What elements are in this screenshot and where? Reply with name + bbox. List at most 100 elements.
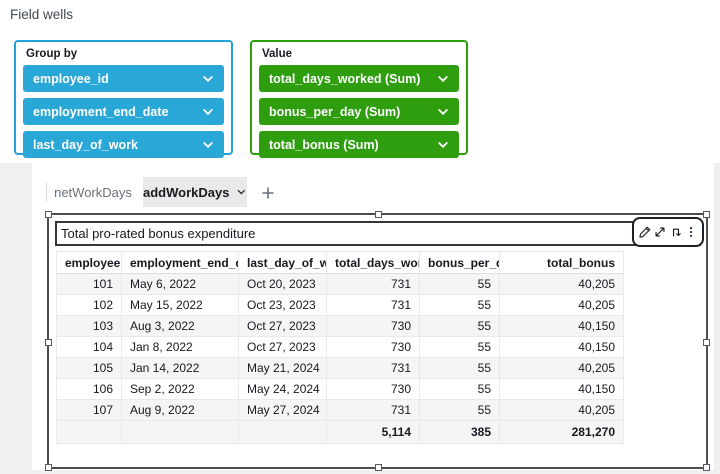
- group-by-field-well: Group by employee_id employment_end_date…: [14, 40, 233, 158]
- field-pill-last-day-of-work[interactable]: last_day_of_work: [23, 131, 224, 158]
- total-cell: [238, 420, 327, 444]
- cell: 55: [419, 273, 500, 295]
- chevron-down-icon: [438, 141, 448, 148]
- cell: 103: [56, 315, 122, 337]
- total-cell: [56, 420, 122, 444]
- selection-handle[interactable]: [45, 211, 52, 218]
- swap-button[interactable]: [668, 223, 683, 241]
- table-row: 106 Sep 2, 2022 May 24, 2024 730 55 40,1…: [56, 378, 624, 400]
- cell: 55: [419, 399, 500, 421]
- cell: 102: [56, 294, 122, 316]
- chevron-down-icon: [203, 75, 213, 82]
- cell: 104: [56, 336, 122, 358]
- tab-label: addWorkDays: [143, 184, 230, 200]
- cell: Aug 9, 2022: [121, 399, 239, 421]
- column-header[interactable]: employment_end_date: [121, 251, 239, 274]
- field-pill-label: last_day_of_work: [33, 137, 138, 152]
- cell: 55: [419, 294, 500, 316]
- visual-title-text: Total pro-rated bonus expenditure: [61, 226, 256, 241]
- selection-handle[interactable]: [703, 211, 710, 218]
- field-pill-employee-id[interactable]: employee_id: [23, 65, 224, 92]
- table-visual[interactable]: Total pro-rated bonus expenditure: [45, 211, 710, 471]
- cell: Oct 27, 2023: [238, 336, 327, 358]
- cell: 55: [419, 315, 500, 337]
- sheet-tab-bar: netWorkDays addWorkDays: [32, 177, 714, 207]
- table-row: 103 Aug 3, 2022 Oct 27, 2023 730 55 40,1…: [56, 315, 624, 337]
- selection-handle[interactable]: [375, 211, 382, 218]
- cell: Jan 14, 2022: [121, 357, 239, 379]
- cell: 40,205: [499, 294, 624, 316]
- field-wells-header: Field wells: [10, 7, 74, 22]
- field-pill-total-days-worked[interactable]: total_days_worked (Sum): [259, 65, 459, 92]
- sheet-tab-addworkdays[interactable]: addWorkDays: [143, 177, 247, 207]
- field-pill-employment-end-date[interactable]: employment_end_date: [23, 98, 224, 125]
- tab-separator: [46, 183, 47, 201]
- cell: 730: [326, 315, 420, 337]
- chevron-down-icon: [438, 108, 448, 115]
- tab-label: netWorkDays: [54, 184, 132, 200]
- column-header[interactable]: total_bonus: [499, 251, 624, 274]
- column-header[interactable]: bonus_per_day: [419, 251, 500, 274]
- cell: 55: [419, 336, 500, 358]
- cell: 101: [56, 273, 122, 295]
- column-header[interactable]: employee..: [56, 251, 122, 274]
- maximize-icon: [655, 227, 665, 237]
- cell: 731: [326, 294, 420, 316]
- cell: Aug 3, 2022: [121, 315, 239, 337]
- table-row: 105 Jan 14, 2022 May 21, 2024 731 55 40,…: [56, 357, 624, 379]
- field-pill-label: total_days_worked (Sum): [269, 71, 421, 86]
- table-totals-row: 5,114 385 281,270: [56, 420, 624, 444]
- plus-icon: [262, 187, 274, 199]
- kebab-menu-icon: [690, 227, 693, 237]
- cell: 40,150: [499, 315, 624, 337]
- field-pill-bonus-per-day[interactable]: bonus_per_day (Sum): [259, 98, 459, 125]
- cell: 40,150: [499, 336, 624, 358]
- cell: Sep 2, 2022: [121, 378, 239, 400]
- field-pill-label: bonus_per_day (Sum): [269, 104, 401, 119]
- cell: 107: [56, 399, 122, 421]
- selection-handle[interactable]: [45, 464, 52, 471]
- chevron-down-icon: [238, 189, 246, 195]
- total-cell: 281,270: [499, 420, 624, 444]
- cell: 40,150: [499, 378, 624, 400]
- edit-button[interactable]: [637, 223, 652, 241]
- cell: 55: [419, 357, 500, 379]
- table-row: 101 May 6, 2022 Oct 20, 2023 731 55 40,2…: [56, 273, 624, 295]
- swap-arrows-icon: [672, 228, 681, 237]
- chevron-down-icon: [438, 75, 448, 82]
- table-row: 104 Jan 8, 2022 Oct 27, 2023 730 55 40,1…: [56, 336, 624, 358]
- cell: 55: [419, 378, 500, 400]
- cell: 40,205: [499, 273, 624, 295]
- chevron-down-icon: [203, 141, 213, 148]
- cell: 731: [326, 273, 420, 295]
- column-header[interactable]: total_days_worked: [326, 251, 420, 274]
- cell: Oct 23, 2023: [238, 294, 327, 316]
- table-row: 102 May 15, 2022 Oct 23, 2023 731 55 40,…: [56, 294, 624, 316]
- sheet-tab-networkdays[interactable]: netWorkDays: [47, 177, 139, 207]
- visual-title[interactable]: Total pro-rated bonus expenditure: [55, 221, 701, 246]
- add-sheet-button[interactable]: [256, 181, 280, 205]
- selection-handle[interactable]: [375, 464, 382, 471]
- field-pill-label: total_bonus (Sum): [269, 137, 379, 152]
- field-pill-total-bonus[interactable]: total_bonus (Sum): [259, 131, 459, 158]
- selection-handle[interactable]: [45, 339, 52, 346]
- cell: May 27, 2024: [238, 399, 327, 421]
- cell: 730: [326, 378, 420, 400]
- cell: Jan 8, 2022: [121, 336, 239, 358]
- selection-handle[interactable]: [703, 339, 710, 346]
- cell: 40,205: [499, 399, 624, 421]
- maximize-button[interactable]: [653, 223, 668, 241]
- selection-handle[interactable]: [703, 464, 710, 471]
- cell: 731: [326, 357, 420, 379]
- cell: May 6, 2022: [121, 273, 239, 295]
- cell: May 21, 2024: [238, 357, 327, 379]
- column-header[interactable]: last_day_of_work: [238, 251, 327, 274]
- value-label: Value: [262, 48, 293, 60]
- cell: 105: [56, 357, 122, 379]
- menu-button[interactable]: [684, 223, 699, 241]
- pivot-table: employee.. employment_end_date last_day_…: [56, 251, 624, 444]
- cell: 106: [56, 378, 122, 400]
- table-row: 107 Aug 9, 2022 May 27, 2024 731 55 40,2…: [56, 399, 624, 421]
- cell: May 24, 2024: [238, 378, 327, 400]
